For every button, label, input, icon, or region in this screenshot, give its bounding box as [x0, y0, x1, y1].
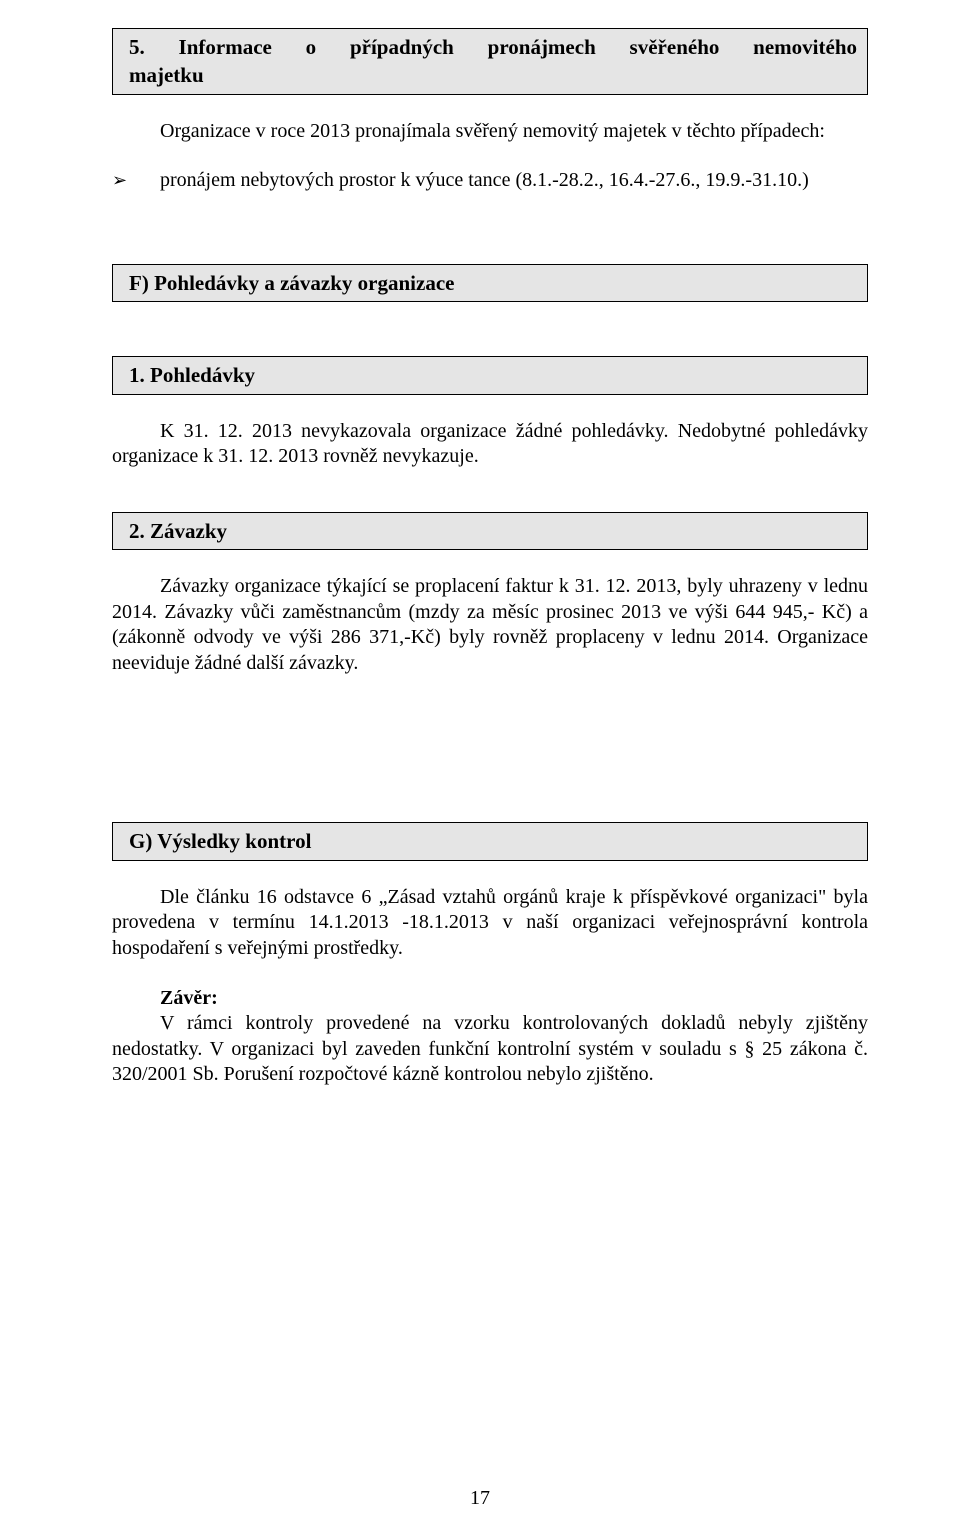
- document-page: 5. Informace o případných pronájmech svě…: [0, 0, 960, 1538]
- spacer: [112, 494, 868, 512]
- bullet-marker-icon: ➢: [112, 171, 160, 189]
- section-f-heading: F) Pohledávky a závazky organizace: [112, 264, 868, 302]
- spacer: [112, 746, 868, 792]
- section-g-para1: Dle článku 16 odstavce 6 „Zásad vztahů o…: [112, 885, 868, 962]
- section-g-zaver: Závěr: V rámci kontroly provedené na vzo…: [112, 986, 868, 1088]
- section-g-para2: V rámci kontroly provedené na vzorku kon…: [112, 1011, 868, 1088]
- section-5-intro: Organizace v roce 2013 pronajímala svěře…: [112, 119, 868, 145]
- spacer: [112, 326, 868, 356]
- section-5-bullet: ➢ pronájem nebytových prostor k výuce ta…: [112, 168, 868, 194]
- spacer: [112, 700, 868, 746]
- section-5-heading-line2: majetku: [129, 61, 857, 89]
- section-f-sub1-para: K 31. 12. 2013 nevykazovala organizace ž…: [112, 419, 868, 470]
- section-5-heading-line1: 5. Informace o případných pronájmech svě…: [129, 35, 857, 59]
- section-f-sub2-para: Závazky organizace týkající se proplacen…: [112, 574, 868, 676]
- section-5-heading: 5. Informace o případných pronájmech svě…: [112, 28, 868, 95]
- zaver-label: Závěr:: [160, 987, 218, 1009]
- bullet-text: pronájem nebytových prostor k výuce tanc…: [160, 168, 868, 194]
- section-f-sub2-heading: 2. Závazky: [112, 512, 868, 550]
- spacer: [112, 792, 868, 822]
- section-f-sub1-heading: 1. Pohledávky: [112, 356, 868, 394]
- spacer: [112, 218, 868, 264]
- section-g-heading: G) Výsledky kontrol: [112, 822, 868, 860]
- page-number: 17: [0, 1487, 960, 1510]
